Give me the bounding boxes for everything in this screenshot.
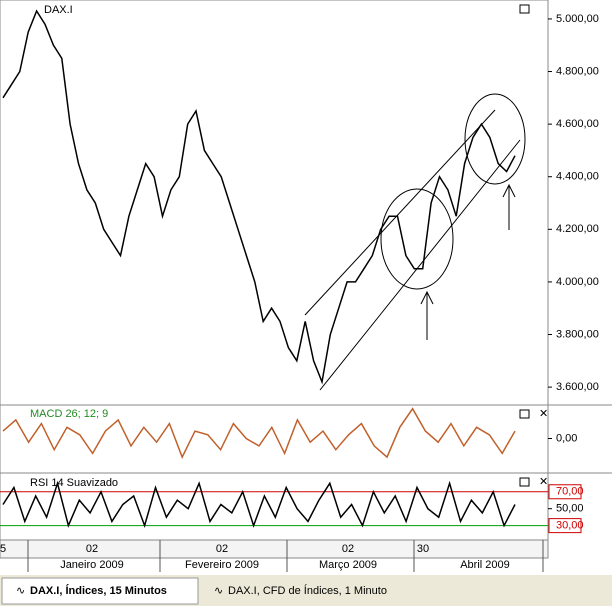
x-tick-label: Janeiro 2009 <box>60 559 124 571</box>
x-tick-label: 30 <box>417 543 429 555</box>
x-tick-label: 02 <box>342 543 354 555</box>
y-tick-label: 70,00 <box>556 486 584 498</box>
x-tick-label: 02 <box>216 543 228 555</box>
arrow-head <box>420 290 434 305</box>
y-tick-label: 0,00 <box>556 432 577 444</box>
series-line <box>2 480 516 529</box>
y-tick-label: 4.800,00 <box>556 65 599 77</box>
arrow-head <box>502 183 516 198</box>
maximize-button[interactable] <box>519 409 530 419</box>
close-button[interactable]: ✕ <box>539 476 548 488</box>
circle-mark <box>380 188 454 290</box>
tab-icon: ∿ <box>214 585 223 597</box>
y-tick-label: 3.600,00 <box>556 381 599 393</box>
y-tick-label: 4.400,00 <box>556 171 599 183</box>
y-tick-label: 4.200,00 <box>556 223 599 235</box>
circle-mark <box>464 93 526 185</box>
tab-label[interactable]: DAX.I, Índices, 15 Minutos <box>30 584 167 597</box>
panel-title: RSI 14 Suavizado <box>30 477 118 489</box>
annotations <box>304 93 526 391</box>
close-button[interactable]: ✕ <box>539 408 548 420</box>
panel-title: DAX.I <box>44 4 73 16</box>
tab-icon: ∿ <box>16 585 25 597</box>
tab[interactable] <box>1 577 199 605</box>
x-tick-label: 5 <box>0 543 6 555</box>
tab-label[interactable]: DAX.I, CFD de Índices, 1 Minuto <box>228 584 387 597</box>
panel-title: MACD 26; 12; 9 <box>30 408 108 420</box>
channel-line <box>319 139 521 391</box>
maximize-button[interactable] <box>519 4 530 14</box>
y-tick-label: 50,00 <box>556 503 584 515</box>
maximize-button[interactable] <box>519 477 530 487</box>
series-line <box>2 407 516 459</box>
y-tick-label: 30,00 <box>556 520 584 532</box>
y-tick-label: 3.800,00 <box>556 328 599 340</box>
x-tick-label: 02 <box>86 543 98 555</box>
time-axis <box>0 539 549 559</box>
x-tick-label: Março 2009 <box>319 559 377 571</box>
x-tick-label: Abril 2009 <box>460 559 510 571</box>
x-tick-label: Fevereiro 2009 <box>185 559 259 571</box>
tick-label-box <box>548 484 582 500</box>
tick-label-box <box>548 518 582 534</box>
y-tick-label: 4.600,00 <box>556 118 599 130</box>
series-line <box>2 9 516 385</box>
y-tick-label: 5.000,00 <box>556 13 599 25</box>
y-tick-label: 4.000,00 <box>556 276 599 288</box>
channel-line <box>304 109 496 316</box>
